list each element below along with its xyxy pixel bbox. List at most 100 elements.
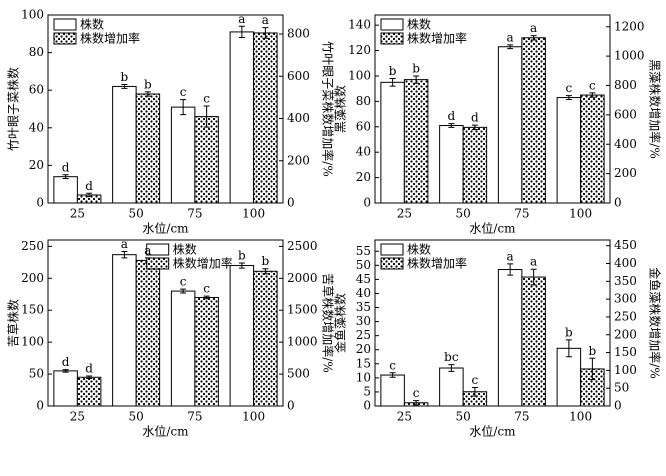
y2-tick-label: 1000 xyxy=(614,49,645,63)
y2-tick-label: 200 xyxy=(614,166,637,180)
error-bar xyxy=(203,295,210,300)
y2-tick-label: 0 xyxy=(614,399,622,413)
legend-label: 株数 xyxy=(407,242,431,257)
y2-tick-label: 2000 xyxy=(287,271,318,285)
bar xyxy=(521,37,546,204)
y-tick-label: 140 xyxy=(348,18,371,32)
error-bar xyxy=(180,99,187,116)
y2-tick-label: 400 xyxy=(614,256,637,270)
y2-axis-title: 黑藻株数增加率/% xyxy=(648,59,663,158)
bar xyxy=(521,276,546,407)
y2-tick-label: 250 xyxy=(614,309,637,323)
plot-frame xyxy=(374,239,611,407)
significance-letter: d xyxy=(62,160,70,174)
x-axis-title: 水位/cm xyxy=(469,424,516,439)
significance-letter: a xyxy=(507,249,514,263)
error-bar xyxy=(238,262,245,269)
y-axis-title: 竹叶眼子菜株数 xyxy=(6,67,21,151)
significance-letter: c xyxy=(389,358,396,372)
legend-label: 株数 xyxy=(80,17,104,32)
significance-letter: d xyxy=(62,355,70,369)
significance-letter: b xyxy=(262,254,270,268)
y2-tick-label: 600 xyxy=(287,69,310,83)
y-axis-title: 黑藻株数 xyxy=(333,85,348,133)
y-tick-label: 100 xyxy=(21,8,44,22)
y-tick-label: 50 xyxy=(356,258,371,272)
significance-letter: bc xyxy=(444,350,459,364)
y-axis-title: 苦草株数 xyxy=(6,299,21,347)
plot-frame xyxy=(374,14,611,204)
x-tick-label: 75 xyxy=(187,410,202,424)
legend-label: 株数 xyxy=(173,242,197,257)
x-tick-label: 100 xyxy=(569,207,592,221)
error-bar xyxy=(262,268,269,275)
y2-axis-title: 苦草株数增加率/% xyxy=(321,273,336,372)
y-tick-label: 100 xyxy=(21,335,44,349)
y-tick-label: 20 xyxy=(356,170,371,184)
y-tick-label: 60 xyxy=(356,119,371,133)
y-tick-label: 0 xyxy=(36,399,44,413)
legend-swatch xyxy=(146,243,170,256)
bar xyxy=(580,94,605,204)
significance-letter: a xyxy=(530,21,537,35)
y2-tick-label: 400 xyxy=(287,111,310,125)
error-bar xyxy=(180,288,187,294)
y2-tick-label: 1000 xyxy=(287,335,318,349)
bar xyxy=(135,259,161,407)
y2-tick-label: 600 xyxy=(614,107,637,121)
y-tick-label: 0 xyxy=(36,196,44,210)
x-tick-label: 100 xyxy=(242,410,265,424)
y-tick-label: 25 xyxy=(356,328,371,342)
y2-tick-label: 150 xyxy=(614,345,637,359)
y-tick-label: 0 xyxy=(363,399,371,413)
error-bar xyxy=(121,250,128,259)
significance-letter: b xyxy=(412,61,420,75)
significance-letter: c xyxy=(472,373,479,387)
x-tick-label: 50 xyxy=(455,207,470,221)
legend-swatch xyxy=(53,32,77,45)
significance-letter: b xyxy=(565,325,573,339)
y-tick-label: 40 xyxy=(356,145,371,159)
bar xyxy=(462,126,488,204)
x-tick-label: 25 xyxy=(70,207,85,221)
bar xyxy=(403,79,429,204)
y2-tick-label: 500 xyxy=(287,367,310,381)
significance-letter: c xyxy=(566,81,573,95)
y2-tick-label: 1200 xyxy=(614,19,645,33)
bar xyxy=(170,290,196,407)
error-bar xyxy=(530,35,537,41)
error-bar xyxy=(589,92,596,98)
y2-tick-label: 200 xyxy=(287,153,310,167)
y-tick-label: 250 xyxy=(21,239,44,253)
bar xyxy=(556,97,582,204)
y2-tick-label: 300 xyxy=(614,292,637,306)
error-bar xyxy=(589,357,596,381)
error-bar xyxy=(471,124,478,131)
y-tick-label: 20 xyxy=(29,158,44,172)
y-axis-title: 金鱼藻株数 xyxy=(333,293,348,353)
y2-tick-label: 400 xyxy=(614,137,637,151)
y-tick-label: 80 xyxy=(356,94,371,108)
error-bar xyxy=(507,263,514,276)
x-tick-label: 50 xyxy=(128,207,143,221)
legend-swatch xyxy=(380,257,404,270)
y2-tick-label: 2500 xyxy=(287,239,318,253)
significance-letter: b xyxy=(389,64,397,78)
bar xyxy=(497,46,523,204)
significance-letter: c xyxy=(413,386,420,400)
y2-axis-title: 金鱼藻株数增加率/% xyxy=(648,267,663,378)
y-tick-label: 0 xyxy=(363,196,371,210)
y2-tick-label: 800 xyxy=(287,27,310,41)
significance-letter: a xyxy=(121,237,128,251)
bar xyxy=(497,269,523,407)
y-tick-label: 80 xyxy=(29,45,44,59)
error-bar xyxy=(203,105,210,128)
x-tick-label: 25 xyxy=(397,207,412,221)
significance-letter: c xyxy=(180,275,187,289)
error-bar xyxy=(62,174,69,180)
y-tick-label: 60 xyxy=(29,83,44,97)
y-tick-label: 55 xyxy=(356,244,371,258)
significance-letter: a xyxy=(238,12,245,26)
significance-letter: a xyxy=(507,30,514,44)
